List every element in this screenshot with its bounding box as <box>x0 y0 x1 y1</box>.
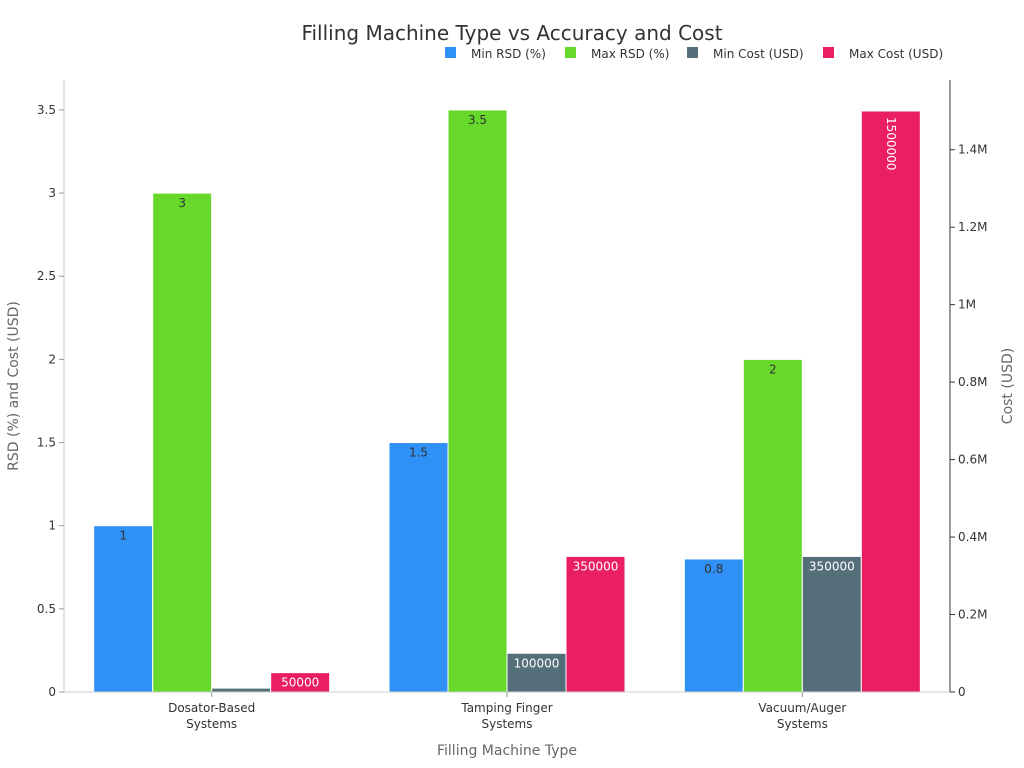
bar-value-label: 1 <box>119 529 127 543</box>
y-axis-right-title: Cost (USD) <box>1000 348 1016 424</box>
bar <box>860 110 921 693</box>
bar-value-label: 1500000 <box>884 117 898 170</box>
legend: Min RSD (%) Max RSD (%) Min Cost (USD) Max … <box>445 47 943 61</box>
y-right-tick-label: 1.4M <box>958 143 987 157</box>
bar-value-label: 100000 <box>514 656 560 670</box>
legend-swatch <box>823 47 834 58</box>
x-tick-label: Vacuum/Auger <box>758 701 846 715</box>
legend-swatch <box>445 47 456 58</box>
x-tick-label: Systems <box>777 717 828 731</box>
y-left-tick-label: 1.5 <box>37 436 56 450</box>
x-tick-label: Tamping Finger <box>460 701 552 715</box>
bar <box>447 109 508 693</box>
y-left-tick-label: 3.5 <box>37 103 56 117</box>
bar <box>152 192 213 693</box>
y-right-tick-label: 1M <box>958 298 976 312</box>
y-left-tick-label: 0.5 <box>37 602 56 616</box>
bar <box>801 555 862 693</box>
bar-labels-group: 1 1.5 0.8 3 3.5 2 10000 100000 350000 50000 350000… <box>119 113 897 705</box>
x-axis-title: Filling Machine Type <box>437 743 577 759</box>
y-right-tick-label: 0.2M <box>958 608 987 622</box>
y-right-tick-label: 0.6M <box>958 453 987 467</box>
legend-label: Max Cost (USD) <box>849 47 943 61</box>
y-left-tick-label: 0 <box>48 685 56 699</box>
bars-group <box>93 109 921 693</box>
bar-value-label: 0.8 <box>704 562 723 576</box>
bar <box>742 358 803 693</box>
x-tick-label: Dosator-Based <box>168 701 255 715</box>
bar-value-label: 1.5 <box>409 446 428 460</box>
x-tick-label: Systems <box>186 717 237 731</box>
y-right-tick-label: 0.4M <box>958 530 987 544</box>
bar-value-label: 350000 <box>573 559 619 573</box>
bar-value-label: 3 <box>178 196 186 210</box>
legend-swatch <box>565 47 576 58</box>
bar <box>683 558 744 693</box>
legend-swatch <box>687 47 698 58</box>
axes-group: 0 0.5 1 1.5 2 2.5 3 3.5 0 0.2M 0.4M 0.6M 0.8M 1M 1.2M 1… <box>37 80 987 731</box>
bar <box>565 555 626 693</box>
y-left-tick-label: 2.5 <box>37 269 56 283</box>
x-tick-label: Systems <box>482 717 533 731</box>
y-right-tick-label: 0 <box>958 685 966 699</box>
y-axis-left-title: RSD (%) and Cost (USD) <box>6 301 22 471</box>
y-right-tick-label: 0.8M <box>958 375 987 389</box>
legend-label: Min RSD (%) <box>471 47 546 61</box>
bar-value-label: 350000 <box>809 559 855 573</box>
bar <box>388 442 449 693</box>
y-left-tick-label: 2 <box>48 352 56 366</box>
bar-value-label: 2 <box>769 362 777 376</box>
bar-value-label: 3.5 <box>468 113 487 127</box>
bar <box>93 525 154 693</box>
bar-value-label: 50000 <box>281 676 319 690</box>
y-left-tick-label: 1 <box>48 519 56 533</box>
legend-label: Max RSD (%) <box>591 47 669 61</box>
legend-label: Min Cost (USD) <box>713 47 804 61</box>
chart-title: Filling Machine Type vs Accuracy and Cos… <box>301 21 722 45</box>
y-right-tick-label: 1.2M <box>958 220 987 234</box>
y-left-tick-label: 3 <box>48 186 56 200</box>
bar-value-label: 10000 <box>222 691 260 705</box>
